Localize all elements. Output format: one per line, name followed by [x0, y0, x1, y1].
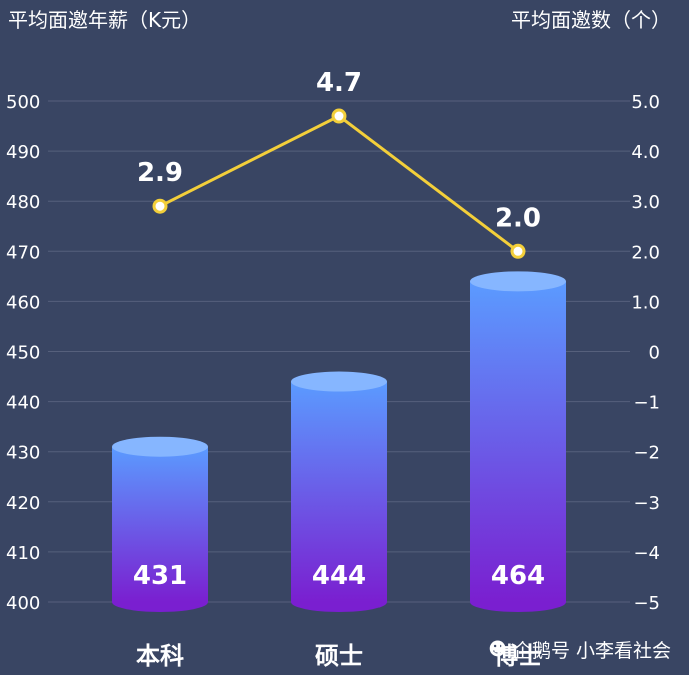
category-label: 本科 — [136, 642, 184, 670]
right-axis-ticks: −5 −4 −3 −2 −1 0 1.0 2.0 3.0 4.0 5.0 — [631, 92, 660, 614]
right-axis-title: 平均面邀数（个） — [511, 8, 671, 32]
left-tick-label: 450 — [6, 343, 40, 364]
right-tick-label: −5 — [633, 593, 660, 614]
left-tick-label: 420 — [6, 493, 40, 514]
left-tick-label: 410 — [6, 543, 40, 564]
bar-body — [112, 446, 208, 602]
category-labels: 本科 硕士 博士 — [136, 642, 542, 670]
line-point — [510, 243, 526, 259]
bar — [112, 436, 208, 612]
penguin-icon: ☻ — [488, 639, 507, 660]
left-axis-ticks: 400 410 420 430 440 450 460 470 480 490 500 — [6, 92, 40, 614]
category-label: 博士 — [494, 642, 542, 670]
bars — [112, 271, 566, 612]
bar — [470, 271, 566, 612]
bar — [291, 371, 387, 612]
bar-value-label: 464 — [491, 561, 545, 591]
bar-value-label: 431 — [133, 561, 187, 591]
bar-top — [112, 436, 208, 457]
watermark-text: 企鹅号 小李看社会 — [512, 640, 671, 662]
line-path — [159, 114, 519, 253]
right-tick-label: −1 — [633, 393, 660, 414]
left-tick-label: 470 — [6, 242, 40, 263]
left-tick-label: 400 — [6, 593, 40, 614]
bar-value-labels: 431 444 464 — [133, 561, 545, 591]
line-value-labels: 2.9 4.7 2.0 — [137, 68, 541, 233]
watermark: ☻ 企鹅号 小李看社会 — [488, 636, 671, 663]
left-tick-label: 440 — [6, 393, 40, 414]
line-value-label: 2.9 — [137, 158, 183, 188]
right-tick-label: −2 — [633, 443, 660, 464]
category-label: 硕士 — [315, 642, 363, 670]
left-tick-label: 430 — [6, 443, 40, 464]
line-value-label: 4.7 — [316, 68, 362, 98]
bar-value-label: 444 — [312, 561, 366, 591]
right-tick-label: 1.0 — [631, 292, 660, 313]
right-tick-label: 0 — [649, 343, 660, 364]
bar-body — [470, 281, 566, 602]
right-tick-label: −4 — [633, 543, 660, 564]
left-tick-label: 500 — [6, 92, 40, 113]
line-point — [152, 198, 168, 214]
line-value-label: 2.0 — [495, 203, 541, 233]
left-tick-label: 480 — [6, 192, 40, 213]
right-tick-label: −3 — [633, 493, 660, 514]
left-tick-label: 490 — [6, 142, 40, 163]
right-tick-label: 2.0 — [631, 242, 660, 263]
left-axis-title: 平均面邀年薪（K元） — [8, 8, 202, 32]
bar-top — [291, 371, 387, 392]
bar-top — [470, 271, 566, 292]
left-tick-label: 460 — [6, 292, 40, 313]
line-series — [152, 108, 526, 259]
right-tick-label: 5.0 — [631, 92, 660, 113]
right-tick-label: 3.0 — [631, 192, 660, 213]
line-point — [331, 108, 347, 124]
bar-body — [291, 381, 387, 602]
right-tick-label: 4.0 — [631, 142, 660, 163]
